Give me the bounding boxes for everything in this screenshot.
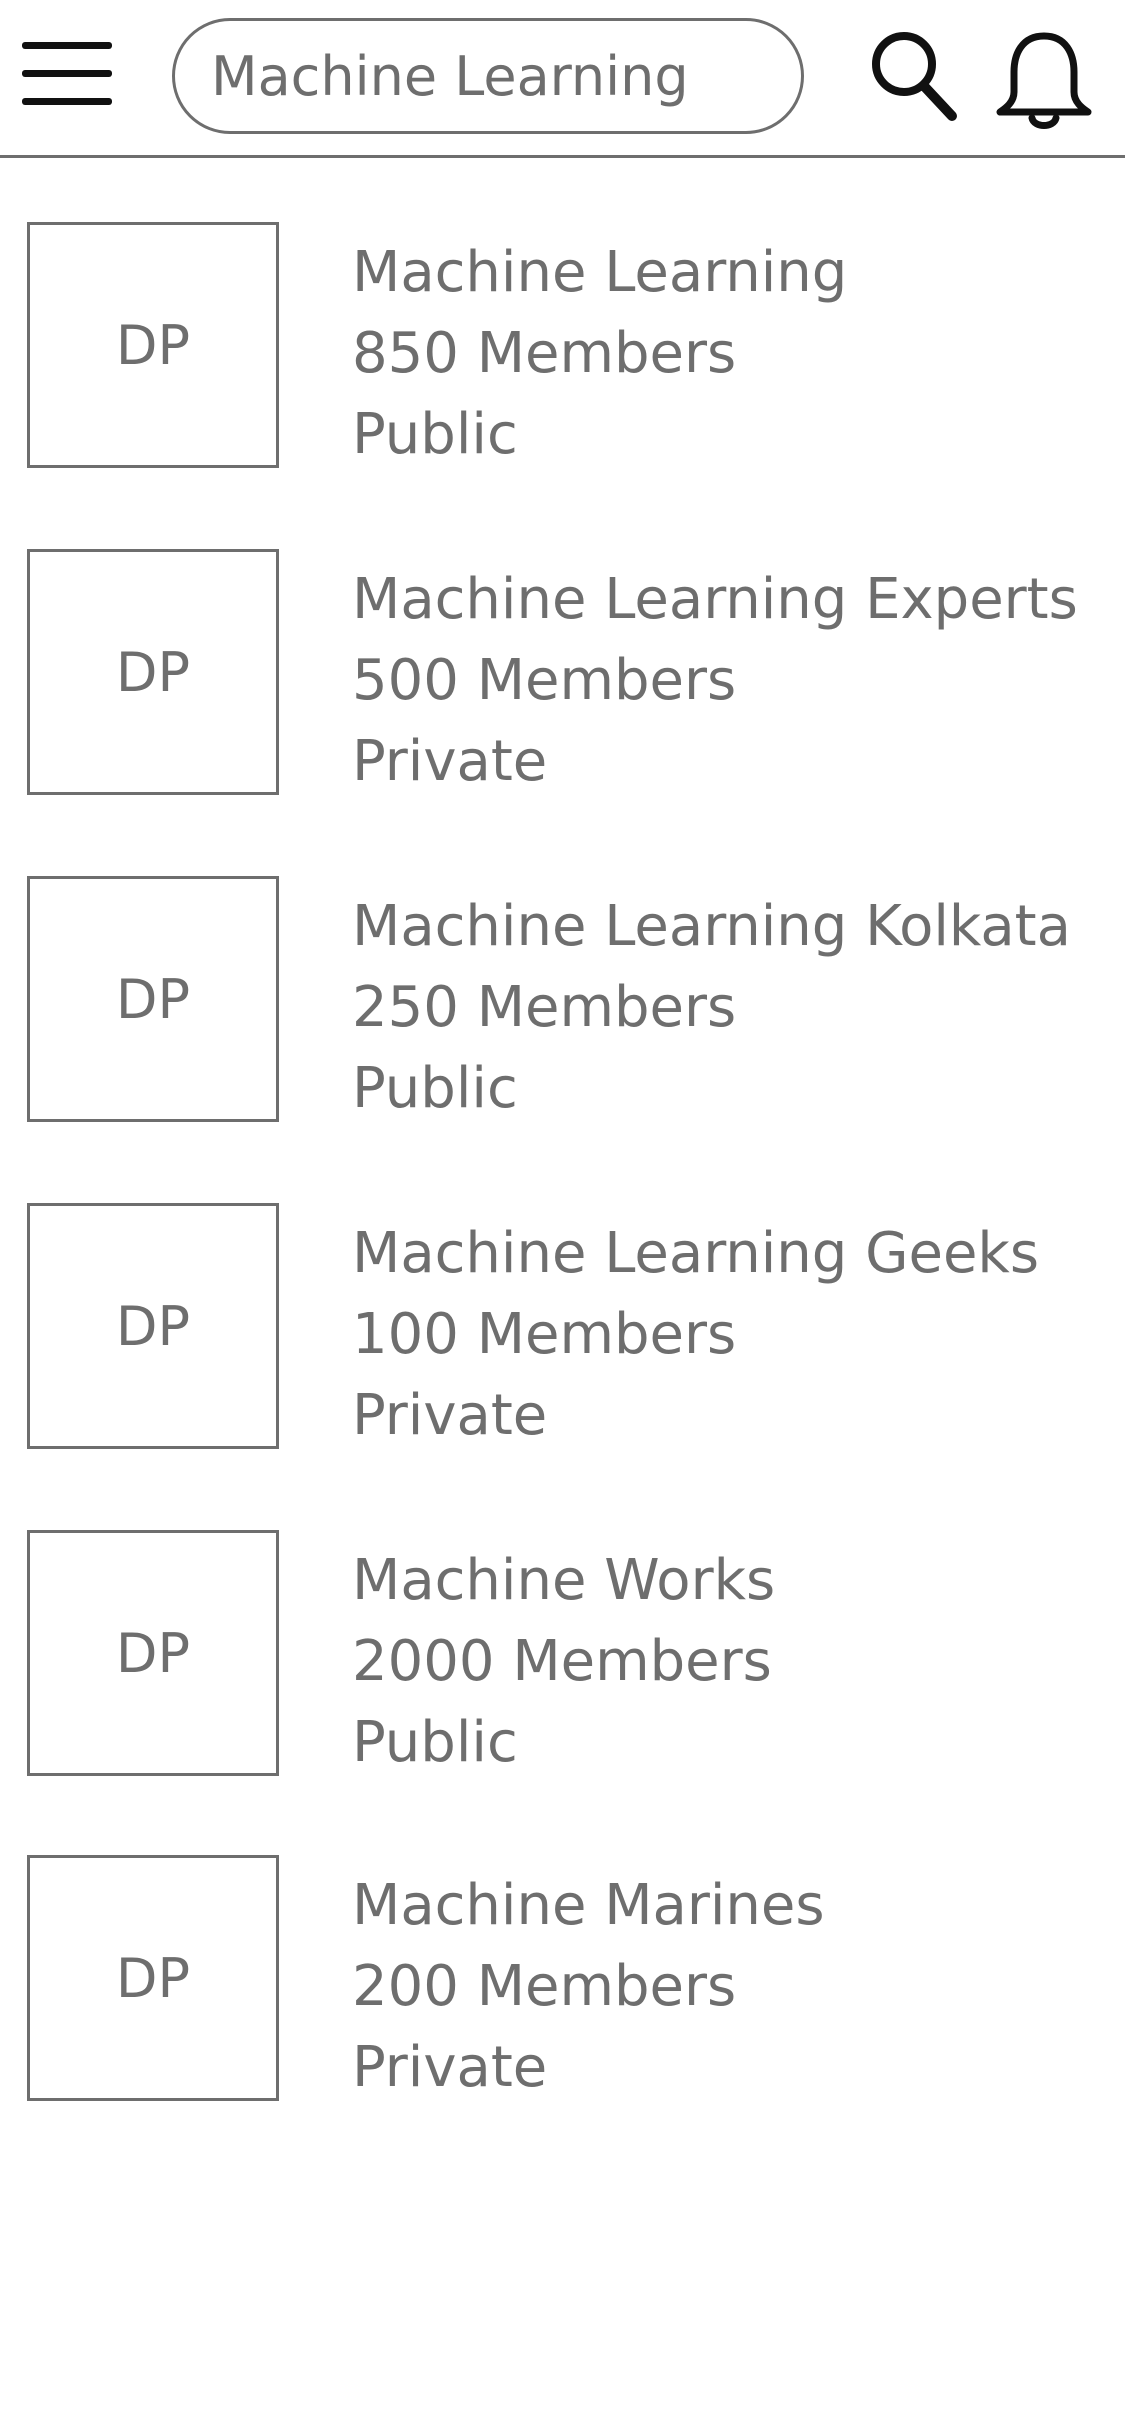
- search-icon[interactable]: [868, 28, 958, 124]
- group-member-count: 250 Members: [352, 975, 737, 1040]
- group-avatar-placeholder: DP: [27, 222, 279, 468]
- group-name: Machine Learning Geeks: [352, 1221, 1040, 1286]
- group-info: Machine Learning Geeks 100 Members Priva…: [352, 1213, 1112, 1456]
- group-name: Machine Learning Kolkata: [352, 894, 1071, 959]
- group-privacy: Public: [352, 1710, 518, 1775]
- group-member-count: 500 Members: [352, 648, 737, 713]
- hamburger-menu-icon[interactable]: [22, 42, 112, 106]
- group-member-count: 2000 Members: [352, 1629, 772, 1694]
- group-avatar-placeholder: DP: [27, 876, 279, 1122]
- group-privacy: Private: [352, 2035, 548, 2100]
- group-avatar-placeholder: DP: [27, 1855, 279, 2101]
- group-list-item[interactable]: DP Machine Marines 200 Members Private: [0, 1855, 1125, 2105]
- group-name: Machine Works: [352, 1548, 776, 1613]
- search-input[interactable]: [211, 21, 771, 131]
- group-list-item[interactable]: DP Machine Learning Geeks 100 Members Pr…: [0, 1203, 1125, 1453]
- group-privacy: Private: [352, 729, 548, 794]
- group-info: Machine Marines 200 Members Private: [352, 1865, 1112, 2108]
- group-list-item[interactable]: DP Machine Works 2000 Members Public: [0, 1530, 1125, 1780]
- bell-icon[interactable]: [994, 28, 1094, 134]
- group-info: Machine Works 2000 Members Public: [352, 1540, 1112, 1783]
- group-list-item[interactable]: DP Machine Learning Experts 500 Members …: [0, 549, 1125, 799]
- group-info: Machine Learning Kolkata 250 Members Pub…: [352, 886, 1112, 1129]
- group-name: Machine Learning Experts: [352, 567, 1078, 632]
- group-list-item[interactable]: DP Machine Learning Kolkata 250 Members …: [0, 876, 1125, 1126]
- group-avatar-placeholder: DP: [27, 549, 279, 795]
- group-privacy: Public: [352, 402, 518, 467]
- group-info: Machine Learning Experts 500 Members Pri…: [352, 559, 1112, 802]
- group-info: Machine Learning 850 Members Public: [352, 232, 1112, 475]
- group-privacy: Public: [352, 1056, 518, 1121]
- group-list-item[interactable]: DP Machine Learning 850 Members Public: [0, 222, 1125, 472]
- group-privacy: Private: [352, 1383, 548, 1448]
- top-bar: [0, 0, 1125, 158]
- group-member-count: 100 Members: [352, 1302, 737, 1367]
- group-name: Machine Marines: [352, 1873, 825, 1938]
- group-member-count: 200 Members: [352, 1954, 737, 2019]
- group-avatar-placeholder: DP: [27, 1203, 279, 1449]
- group-member-count: 850 Members: [352, 321, 737, 386]
- group-name: Machine Learning: [352, 240, 848, 305]
- search-bar[interactable]: [172, 18, 804, 134]
- group-avatar-placeholder: DP: [27, 1530, 279, 1776]
